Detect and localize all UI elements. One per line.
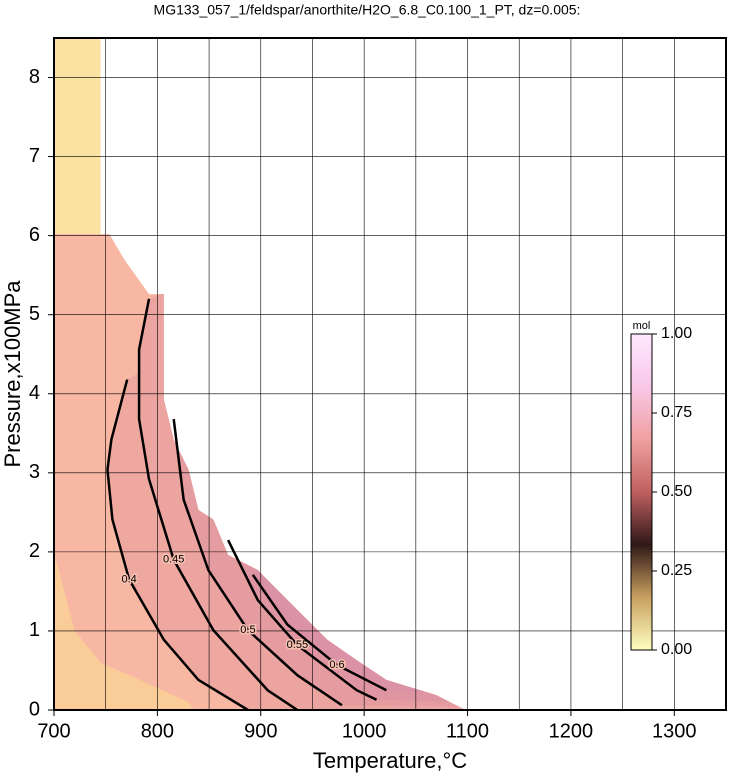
contour-label: 0.5 [240,624,255,636]
region-fill [54,551,194,710]
region-fill [54,38,101,235]
y-tick-label: 5 [29,303,40,325]
plot-area: 0.4 0.45 0.5 0.55 0.6 [54,38,726,710]
contour-label: 0.55 [287,639,308,651]
colorbar-tick-label: 0.50 [661,483,692,500]
contour-label: 0.45 [163,554,184,566]
x-tick-label: 900 [244,720,277,742]
colorbar-tick-label: 0.75 [661,404,692,421]
y-tick-label: 3 [29,461,40,483]
y-tick-label: 1 [29,619,40,641]
y-axis-label: Pressure,x100MPa [0,280,25,468]
colorbar-tick-label: 1.00 [661,325,692,342]
overlay: 700 800 900 1000 1100 1200 1300 0 1 2 3 4 5 6 7 8 mol 0.0… [29,37,727,742]
colorbar-label: mol [633,320,651,332]
contour-line [106,379,249,710]
y-tick-label: 4 [29,382,40,404]
x-tick-label: 1100 [446,720,489,742]
x-tick-label: 1200 [549,720,594,742]
y-tick-label: 6 [29,224,40,246]
contour-band [252,38,466,710]
colorbar-tick-label: 0.25 [661,562,692,579]
x-tick-label: 1300 [652,720,697,742]
y-tick-label: 2 [29,540,40,562]
x-tick-label: 800 [141,720,174,742]
contour-line [226,539,378,701]
colorbar-tick-label: 0.00 [661,641,692,658]
contour-label: 0.4 [122,573,137,585]
contour-line [251,574,387,692]
colorbar [630,333,653,651]
contour-line [172,418,343,707]
y-tick-label: 8 [29,66,40,88]
x-axis-label: Temperature,°C [313,748,467,773]
contour-line [137,298,299,710]
x-tick-label: 700 [37,720,70,742]
y-tick-label: 0 [29,698,40,720]
chart-title: MG133_057_1/feldspar/anorthite/H2O_6.8_C… [154,2,581,18]
plot-frame [53,37,727,711]
x-tick-label: 1000 [342,720,387,742]
y-tick-label: 7 [29,145,40,167]
contour-label: 0.6 [329,659,344,671]
